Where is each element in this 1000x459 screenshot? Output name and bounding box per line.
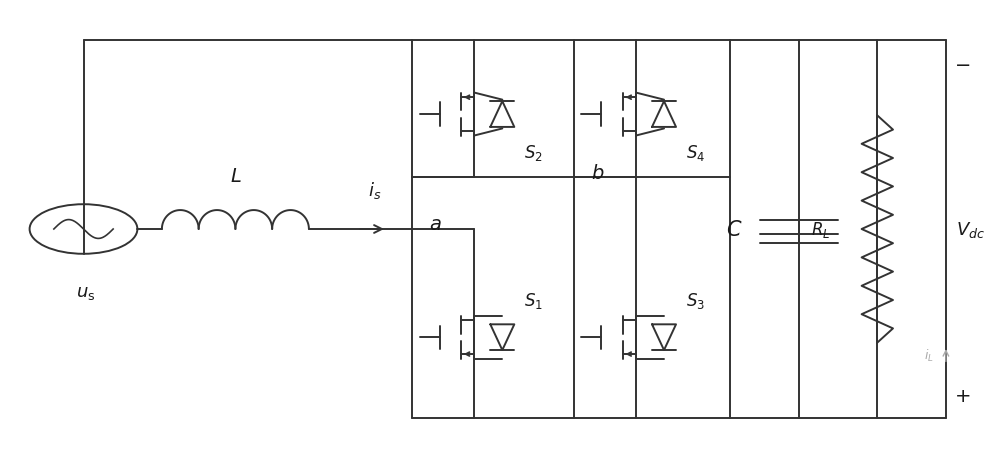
Text: $i_L$: $i_L$ bbox=[924, 347, 934, 364]
Text: $C$: $C$ bbox=[726, 219, 742, 240]
Text: $b$: $b$ bbox=[591, 164, 605, 183]
Text: $R_L$: $R_L$ bbox=[811, 219, 830, 240]
Text: $V_{dc}$: $V_{dc}$ bbox=[956, 219, 985, 240]
Text: $S_3$: $S_3$ bbox=[686, 290, 705, 310]
Text: $S_4$: $S_4$ bbox=[686, 142, 705, 162]
Text: $i_s$: $i_s$ bbox=[368, 179, 382, 200]
Text: $u_{\rm s}$: $u_{\rm s}$ bbox=[76, 284, 95, 302]
Text: $a$: $a$ bbox=[429, 216, 442, 234]
Text: $S_2$: $S_2$ bbox=[524, 142, 543, 162]
Text: $L$: $L$ bbox=[230, 168, 241, 186]
Text: $-$: $-$ bbox=[954, 54, 970, 73]
Text: $+$: $+$ bbox=[954, 386, 970, 405]
Text: $S_1$: $S_1$ bbox=[524, 290, 543, 310]
